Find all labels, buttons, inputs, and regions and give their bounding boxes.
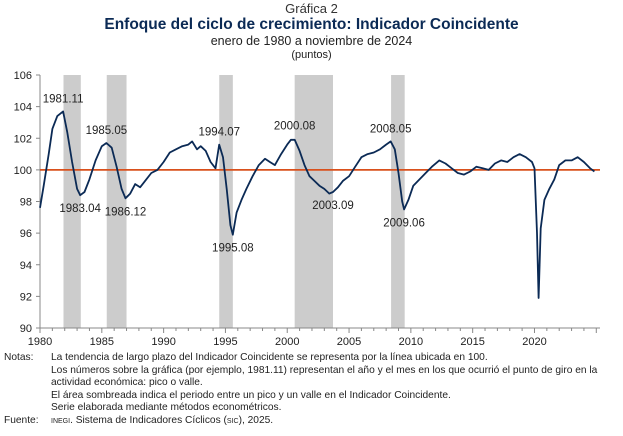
note-line: El área sombreada indica el periodo entr… xyxy=(51,389,451,401)
chart-notes: Notas: La tendencia de largo plazo del I… xyxy=(4,352,620,428)
x-tick-label: 2010 xyxy=(399,336,423,348)
notes-row: Notas: La tendencia de largo plazo del I… xyxy=(4,352,620,415)
source-body: inegi. Sistema de Indicadores Cíclicos (… xyxy=(51,415,620,428)
notes-body: La tendencia de largo plazo del Indicado… xyxy=(51,352,620,415)
x-tick-label: 1990 xyxy=(151,336,175,348)
turning-point-label: 2009.06 xyxy=(383,217,425,229)
x-tick-label: 1980 xyxy=(28,336,52,348)
y-tick-label: 96 xyxy=(20,228,32,240)
x-tick-label: 2005 xyxy=(337,336,361,348)
y-tick-label: 90 xyxy=(20,323,32,335)
recession-band xyxy=(294,75,333,328)
turning-point-label: 1986.12 xyxy=(105,206,147,218)
turning-point-label: 2003.09 xyxy=(312,200,354,212)
recession-band xyxy=(219,75,233,328)
y-tick-label: 102 xyxy=(14,133,32,145)
chart-svg: 90 92 94 96 98 100 102 104 106 1980 1985 1990 1995 20… xyxy=(14,70,600,348)
note-line: La tendencia de largo plazo del Indicado… xyxy=(51,352,488,363)
chart-number: Gráfica 2 xyxy=(285,1,338,16)
turning-point-label: 1981.11 xyxy=(43,93,84,105)
recession-band xyxy=(63,75,81,328)
turning-point-label: 1985.05 xyxy=(86,125,128,137)
recession-band xyxy=(106,75,127,328)
source-abbr: sic xyxy=(226,414,239,426)
source-org: inegi xyxy=(51,414,71,426)
x-tick-label: 2020 xyxy=(522,336,546,348)
y-tick-label: 106 xyxy=(14,70,32,82)
chart-subtitle: enero de 1980 a noviembre de 2024 xyxy=(210,34,413,48)
x-tick-label: 1985 xyxy=(90,336,114,348)
notes-label: Notas: xyxy=(4,352,34,363)
y-tick-label: 98 xyxy=(20,197,32,209)
x-tick-label: 1995 xyxy=(213,336,237,348)
turning-point-label: 1983.04 xyxy=(59,203,101,215)
y-tick-label: 104 xyxy=(14,102,32,114)
source-row: Fuente: inegi. Sistema de Indicadores Cí… xyxy=(4,415,620,428)
y-tick-label: 94 xyxy=(20,260,32,272)
turning-point-label: 1995.08 xyxy=(212,243,254,255)
source-label: Fuente: xyxy=(4,414,39,426)
x-tick-label: 2000 xyxy=(275,336,299,348)
recession-band xyxy=(391,75,405,328)
turning-point-label: 1994.07 xyxy=(198,127,240,139)
series-line xyxy=(39,110,595,299)
chart-title: Enfoque del ciclo de crecimiento: Indica… xyxy=(104,16,519,33)
chart-units: (puntos) xyxy=(291,49,332,61)
source-text-end: ), 2025. xyxy=(238,414,274,426)
chart-header: Gráfica 2 Enfoque del ciclo de crecimien… xyxy=(0,0,623,62)
y-tick-label: 92 xyxy=(20,291,32,303)
x-tick-label: 2015 xyxy=(460,336,484,348)
turning-point-label: 2008.05 xyxy=(370,123,412,135)
source-text: . Sistema de Indicadores Cíclicos ( xyxy=(70,414,227,426)
y-tick-label: 100 xyxy=(14,165,32,177)
note-line: Los números sobre la gráfica (por ejempl… xyxy=(51,364,598,389)
turning-point-label: 2000.08 xyxy=(274,120,316,132)
note-line: Serie elaborada mediante métodos economé… xyxy=(51,402,282,414)
